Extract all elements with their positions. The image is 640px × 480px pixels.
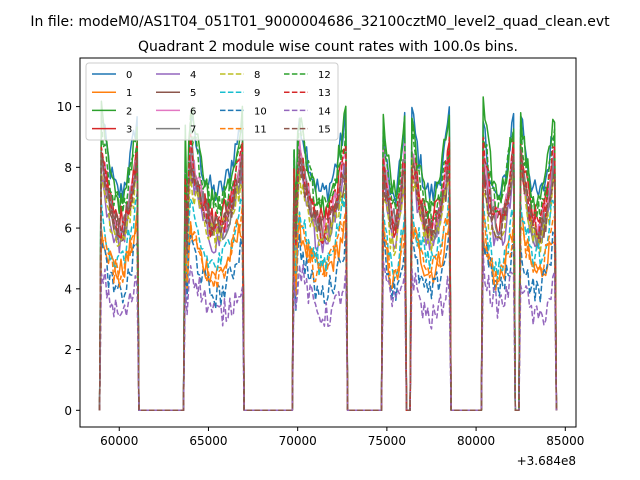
- y-tick-label: 2: [64, 343, 72, 357]
- legend-label-2: 2: [126, 106, 132, 117]
- series-layer: [98, 96, 558, 412]
- legend-label-10: 10: [254, 106, 267, 117]
- x-offset-label: +3.684e8: [517, 454, 576, 468]
- legend-label-1: 1: [126, 88, 132, 99]
- x-tick-label: 70000: [279, 434, 317, 448]
- plot-frame: [79, 57, 577, 428]
- series-line-15: [98, 149, 558, 412]
- legend-label-11: 11: [254, 125, 267, 136]
- legend-label-9: 9: [254, 88, 260, 99]
- legend-label-3: 3: [126, 125, 132, 136]
- figure-suptitle: In file: modeM0/AS1T04_051T01_9000004686…: [30, 14, 610, 30]
- chart-title: Quadrant 2 module wise count rates with …: [138, 39, 518, 55]
- x-tick-label: 75000: [368, 434, 406, 448]
- legend-frame: [85, 62, 339, 141]
- x-tick-label: 65000: [189, 434, 227, 448]
- legend-label-13: 13: [318, 88, 331, 99]
- legend-label-15: 15: [318, 125, 331, 136]
- x-axis: 60000 65000 70000 75000 80000 85000: [100, 427, 584, 448]
- x-tick-label: 60000: [100, 434, 138, 448]
- legend-label-6: 6: [190, 106, 196, 117]
- x-tick-label: 85000: [546, 434, 584, 448]
- legend-label-5: 5: [190, 88, 196, 99]
- series-line-14: [98, 253, 558, 412]
- legend-label-7: 7: [190, 125, 196, 136]
- y-axis: 0 2 4 6 8 10: [57, 100, 80, 418]
- x-tick-label: 80000: [457, 434, 495, 448]
- legend-label-0: 0: [126, 70, 132, 81]
- y-tick-label: 10: [57, 100, 72, 114]
- y-tick-label: 4: [64, 282, 72, 296]
- legend-label-12: 12: [318, 70, 331, 81]
- legend-label-4: 4: [190, 70, 196, 81]
- legend-label-14: 14: [318, 106, 331, 117]
- y-tick-label: 0: [64, 404, 72, 418]
- y-tick-label: 6: [64, 222, 72, 236]
- legend-label-8: 8: [254, 70, 260, 81]
- y-tick-label: 8: [64, 161, 72, 175]
